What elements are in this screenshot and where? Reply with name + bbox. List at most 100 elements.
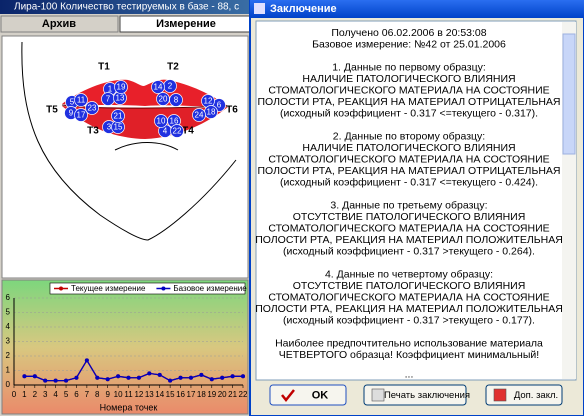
data-point [32, 374, 37, 379]
tab[interactable] [0, 15, 119, 33]
x-axis-title: Номера точек [100, 402, 158, 412]
point-label: 14 [154, 83, 163, 92]
tab-label[interactable]: Архив [42, 18, 76, 30]
text-line: НАЛИЧИЕ ПАТОЛОГИЧЕСКОГО ВЛИЯНИЯ [302, 73, 515, 85]
data-point [126, 375, 131, 380]
button-label[interactable]: Доп. закл. [514, 390, 558, 401]
text-line: (исходный коэффициент - 0.317 >текущего … [283, 314, 535, 326]
y-tick-label: 6 [6, 293, 11, 302]
point-label: 12 [204, 97, 213, 106]
x-tick-label: 11 [124, 390, 133, 399]
x-tick-label: 19 [207, 390, 216, 399]
point-label: 20 [159, 95, 168, 104]
x-tick-label: 21 [228, 390, 237, 399]
y-tick-label: 5 [6, 308, 11, 317]
text-line: (исходный коэффициент - 0.317 >текущего … [283, 245, 535, 257]
y-tick-label: 2 [6, 351, 11, 360]
button[interactable] [363, 384, 467, 406]
button-label[interactable]: Печать заключения [384, 390, 470, 401]
chin-line [114, 142, 179, 151]
data-point [53, 378, 58, 383]
text-line: Наиболее предпочтительно использование м… [275, 337, 543, 349]
y-tick-label: 3 [6, 337, 11, 346]
text-line: ОТСУТСТВИЕ ПАТОЛОГИЧЕСКОГО ВЛИЯНИЯ [293, 211, 526, 223]
x-tick-label: 6 [74, 390, 79, 399]
data-point [116, 374, 121, 379]
data-point [84, 358, 89, 363]
point-label: 11 [77, 96, 86, 105]
x-tick-label: 0 [12, 390, 17, 399]
zone-label: T1 [98, 62, 110, 73]
text-line: СТОМАТОЛОГИЧЕСКОГО МАТЕРИАЛА НА СОСТОЯНИ… [268, 291, 549, 303]
text-line: СТОМАТОЛОГИЧЕСКОГО МАТЕРИАЛА НА СОСТОЯНИ… [268, 153, 549, 165]
face-outline [21, 41, 237, 241]
point-marker[interactable] [111, 109, 125, 123]
series-line [24, 359, 243, 382]
x-tick-label: 1 [22, 390, 27, 399]
legend-dot [59, 286, 63, 291]
point-label: 6 [217, 101, 222, 110]
x-tick-label: 5 [64, 390, 69, 399]
point-marker[interactable] [156, 92, 170, 106]
text-line: (исходный коэффициент - 0.317 <=текущего… [280, 176, 538, 188]
data-point [188, 375, 193, 380]
point-label: 21 [114, 112, 123, 121]
zone-label: T2 [167, 62, 179, 73]
text-line: ЧЕТВЕРТОГО образца! Коэффициент минималь… [279, 349, 539, 361]
data-point [95, 375, 100, 380]
text-line: Получено 06.02.2006 в 20:53:08 [331, 27, 486, 39]
x-tick-label: 3 [43, 390, 48, 399]
data-point [147, 371, 152, 376]
point-label: 9 [69, 109, 74, 118]
point-marker[interactable] [74, 108, 88, 122]
x-tick-label: 18 [197, 390, 206, 399]
point-marker[interactable] [74, 93, 88, 107]
tab-label[interactable]: Измерение [156, 18, 216, 30]
dialog-icon [254, 3, 265, 14]
button-label[interactable]: OK [312, 389, 329, 401]
point-label: 15 [114, 123, 123, 132]
data-point [199, 372, 204, 377]
x-tick-label: 8 [95, 390, 100, 399]
button-icon [493, 388, 507, 402]
data-point [105, 377, 110, 382]
point-label: 22 [173, 127, 182, 136]
data-point [168, 378, 173, 383]
data-point [157, 372, 162, 377]
text-line: 3. Данные по третьему образцу: [330, 199, 487, 211]
text-line: 1. Данные по первому образцу: [332, 61, 486, 73]
legend-label: Текущее измерение [71, 284, 146, 293]
point-label: 4 [163, 127, 168, 136]
x-tick-label: 22 [239, 390, 248, 399]
data-point [241, 374, 245, 379]
point-label: 3 [107, 123, 112, 132]
button[interactable] [269, 384, 347, 406]
data-point [43, 378, 48, 383]
data-point [74, 375, 79, 380]
point-label: 16 [170, 117, 179, 126]
point-label: 7 [106, 95, 111, 104]
point-label: 18 [207, 108, 216, 117]
point-label: 19 [117, 83, 126, 92]
dialog-title: Заключение [270, 3, 337, 15]
x-tick-label: 20 [218, 390, 227, 399]
dialog-title-bar [250, 0, 584, 18]
text-line: (исходный коэффициент - 0.317 <=текущего… [280, 107, 538, 119]
point-marker[interactable] [170, 124, 184, 138]
point-marker[interactable] [85, 101, 99, 115]
x-tick-label: 10 [114, 390, 123, 399]
text-area [255, 20, 577, 381]
y-tick-label: 0 [6, 380, 11, 389]
text-line: СТОМАТОЛОГИЧЕСКОГО МАТЕРИАЛА НА СОСТОЯНИ… [268, 222, 549, 234]
point-marker[interactable] [151, 80, 165, 94]
point-marker[interactable] [192, 108, 206, 122]
text-line: 4. Данные по четвертому образцу: [325, 268, 493, 280]
x-tick-label: 17 [187, 390, 196, 399]
point-marker[interactable] [114, 80, 128, 94]
x-tick-label: 16 [176, 390, 185, 399]
scroll-thumb[interactable] [562, 33, 576, 155]
x-tick-label: 9 [105, 390, 110, 399]
